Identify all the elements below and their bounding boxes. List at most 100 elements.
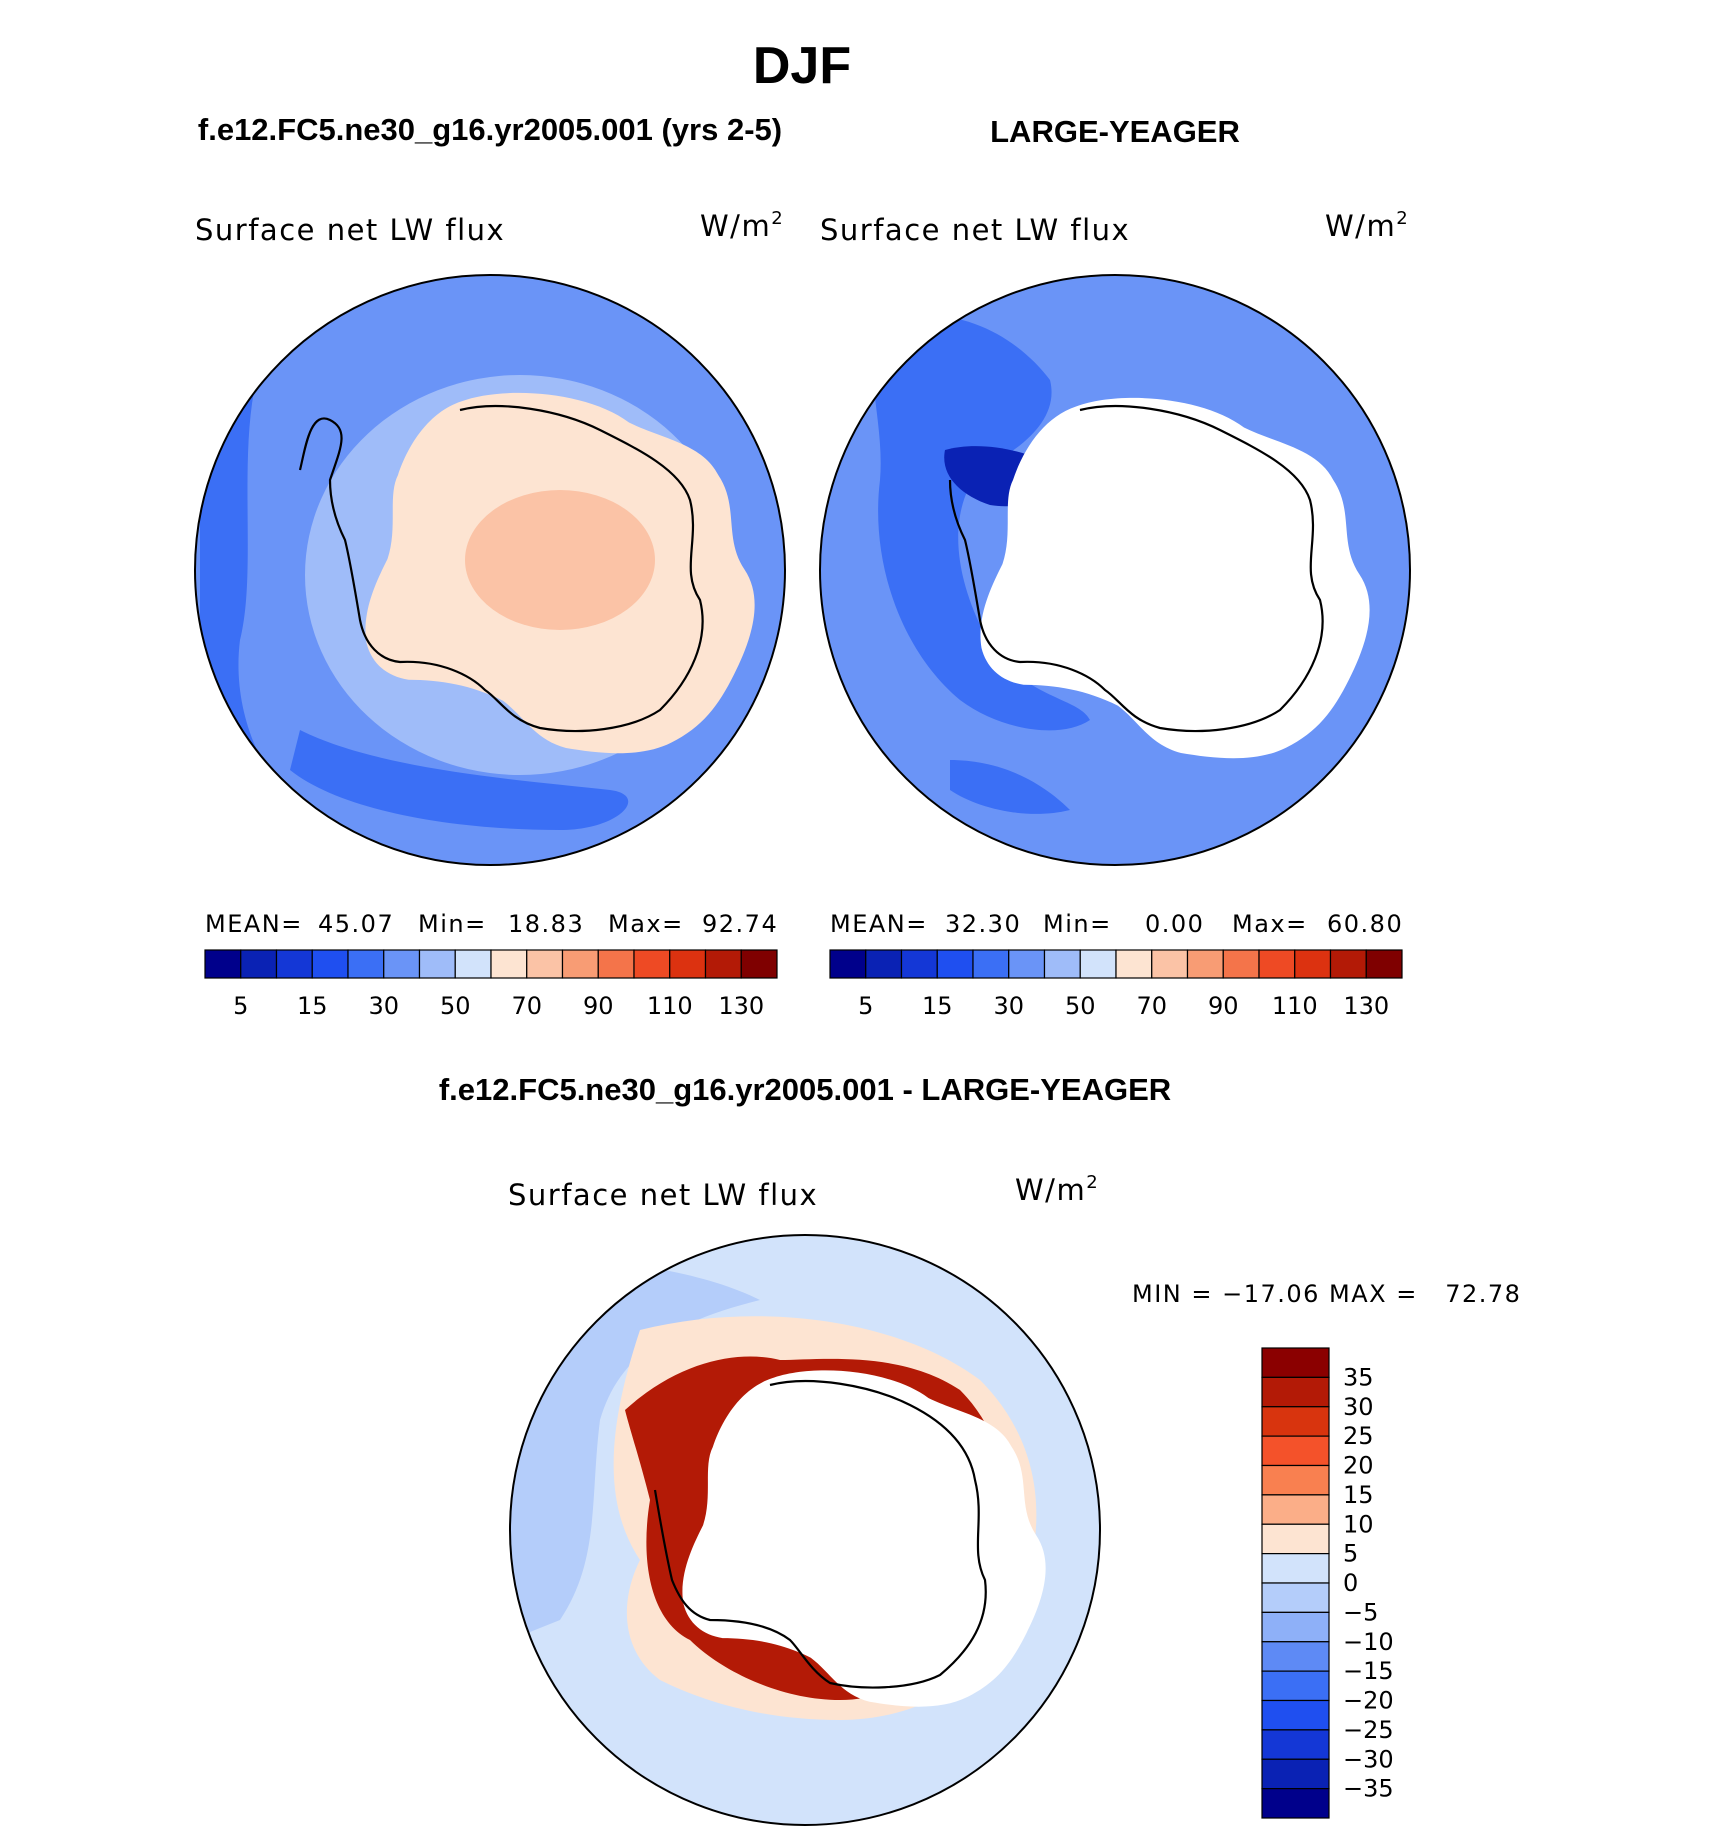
colorbar-tick-label: 30 [993,992,1024,1020]
colorbar-swatch [936,949,974,979]
colorbar-swatch [204,949,242,979]
colorbar-swatch [1261,1553,1330,1584]
colorbar-tick-label: 25 [1343,1422,1374,1450]
colorbar-tick-label: 90 [583,992,614,1020]
panel-b-stats: MEAN= 32.30 Min= 0.00 Max= 60.80 [830,910,1403,938]
colorbar-swatch [704,949,742,979]
colorbar-tick-label: 0 [1343,1569,1358,1597]
colorbar-swatch [454,949,492,979]
colorbar-tick-label: 15 [297,992,328,1020]
difference-header: f.e12.FC5.ne30_g16.yr2005.001 - LARGE-YE… [439,1072,1171,1107]
colorbar-swatch [669,949,707,979]
colorbar-panel-b: 5 15 30 50 70 90 110 130 [829,949,1403,1020]
colorbar-tick-label: −10 [1343,1628,1394,1656]
colorbar-swatch [1261,1464,1330,1496]
colorbar-swatch [1258,949,1296,979]
colorbar-swatch [597,949,635,979]
stat-max-label: Max= [1232,910,1308,938]
colorbar-swatch [1261,1523,1330,1555]
colorbar-tick-label: 30 [1343,1393,1374,1421]
stat-min-value: 18.83 [508,910,584,938]
colorbar-swatch [1261,1406,1330,1437]
map-panel-a [194,274,786,866]
stat-mean-label: MEAN= [830,910,928,938]
colorbar-swatch [1222,949,1260,979]
colorbar-tick-label: 70 [511,992,542,1020]
panel-a-units: W/m2 [700,208,784,243]
colorbar-tick-label: 35 [1343,1363,1374,1391]
colorbar-swatch [1261,1435,1330,1467]
colorbar-swatch [1151,949,1189,979]
stat-max-value: 60.80 [1327,910,1403,938]
colorbar-swatch [1261,1758,1330,1790]
stat-mean-value: 32.30 [945,910,1021,938]
colorbar-swatch [1261,1347,1330,1378]
panel-a-stats: MEAN= 45.07 Min= 18.83 Max= 92.74 [205,910,778,938]
map-a-plateau [465,490,655,630]
stat-min-label: Min= [1043,910,1112,938]
colorbar-tick-label: 10 [1343,1510,1374,1538]
panel-b-header: LARGE-YEAGER [990,114,1240,149]
figure-title: DJF [753,37,851,95]
panel-b-variable: Surface net LW flux [820,213,1130,247]
colorbar-tick-label: 50 [440,992,471,1020]
panel-a-variable: Surface net LW flux [195,213,505,247]
colorbar-swatch [1079,949,1117,979]
colorbar-swatch [1261,1788,1330,1819]
colorbar-tick-label: 15 [1343,1481,1374,1509]
colorbar-tick-label: 130 [1343,992,1389,1020]
colorbar-swatch [561,949,599,979]
difference-variable: Surface net LW flux [508,1178,818,1212]
difference-units: W/m2 [1015,1172,1099,1207]
colorbar-swatch [1261,1641,1330,1672]
colorbar-tick-label: 5 [233,992,248,1020]
colorbar-tick-label: 50 [1065,992,1096,1020]
colorbar-swatch [972,949,1010,979]
difference-minmax: MIN = −17.06 MAX = 72.78 [1132,1280,1521,1308]
colorbar-tick-label: −35 [1343,1775,1394,1803]
colorbar-swatch [740,949,778,979]
colorbar-swatch [1329,949,1367,979]
map-b-ocean-band [950,760,1070,814]
colorbar-tick-label: −25 [1343,1716,1394,1744]
stat-mean-label: MEAN= [205,910,303,938]
map-c-ocean-band [510,1259,760,1640]
colorbar-tick-label: 90 [1208,992,1239,1020]
colorbar-tick-label: 30 [368,992,399,1020]
colorbar-tick-label: 110 [1272,992,1318,1020]
colorbar-swatch [1261,1376,1330,1408]
colorbar-swatch [1261,1670,1330,1702]
colorbar-swatch [240,949,278,979]
map-b-frame [819,274,1411,866]
stat-max-label: Max= [608,910,684,938]
stat-max-value: 92.74 [702,910,778,938]
map-a-frame [194,274,786,866]
colorbar-swatch [526,949,564,979]
colorbar-tick-label: 5 [858,992,873,1020]
colorbar-tick-label: −5 [1343,1598,1378,1626]
colorbar-tick-label: 130 [718,992,764,1020]
colorbar-swatch [1294,949,1332,979]
colorbar-swatch [1261,1494,1330,1525]
colorbar-swatch [1115,949,1153,979]
colorbar-swatch [1186,949,1224,979]
colorbar-swatch [490,949,528,979]
colorbar-swatch [275,949,313,979]
colorbar-swatch [1043,949,1081,979]
colorbar-tick-label: 70 [1136,992,1167,1020]
colorbar-swatch [829,949,867,979]
colorbar-tick-label: 5 [1343,1540,1358,1568]
stat-min-label: Min= [418,910,487,938]
stat-mean-value: 45.07 [318,910,394,938]
map-panel-b [819,274,1411,866]
colorbar-tick-label: 20 [1343,1452,1374,1480]
map-b-ocean-band [872,314,1090,731]
colorbar-swatch [418,949,456,979]
colorbar-swatch [1261,1729,1330,1760]
colorbar-swatch [1365,949,1403,979]
colorbar-tick-label: 15 [922,992,953,1020]
stat-min-value: 0.00 [1145,910,1204,938]
panel-a-header: f.e12.FC5.ne30_g16.yr2005.001 (yrs 2-5) [198,112,782,147]
